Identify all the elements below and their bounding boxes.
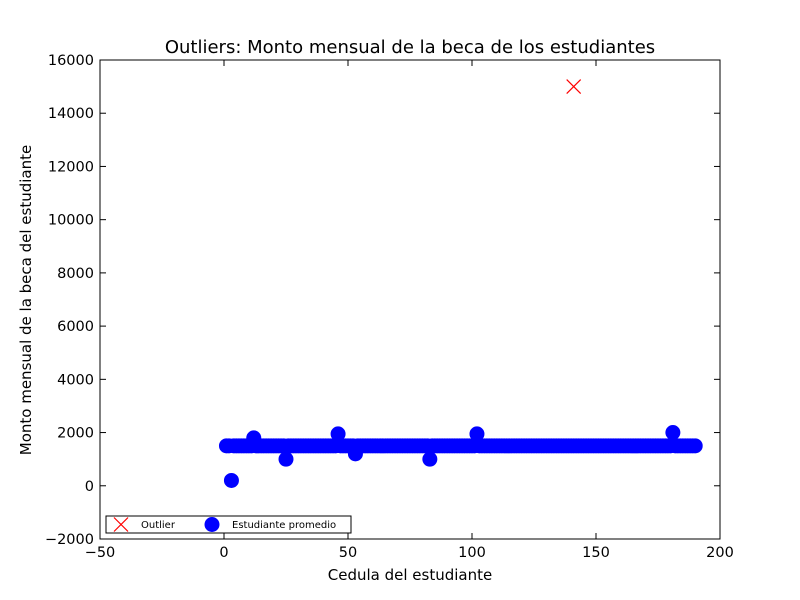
data-point-estudiante <box>687 438 703 454</box>
x-tick-label: 150 <box>582 545 610 561</box>
legend-box <box>105 515 352 534</box>
x-tick-label: −50 <box>85 545 116 561</box>
data-points <box>218 79 703 488</box>
plot-frame <box>99 59 721 540</box>
y-tick-label: 2000 <box>57 426 94 442</box>
chart-title: Outliers: Monto mensual de la beca de lo… <box>165 37 655 58</box>
y-tick-label: 4000 <box>57 372 94 388</box>
legend-outlier-label: Outlier <box>141 520 176 531</box>
legend-estudiante-marker <box>204 517 220 532</box>
x-tick-label: 200 <box>706 545 734 561</box>
data-point-estudiante <box>223 472 239 488</box>
x-axis-label: Cedula del estudiante <box>328 566 492 584</box>
y-tick-label: 8000 <box>57 266 94 282</box>
y-tick-label: 10000 <box>48 213 94 229</box>
data-point-estudiante <box>347 446 363 462</box>
y-tick-label: −2000 <box>45 532 94 548</box>
data-point-estudiante <box>469 426 485 442</box>
data-point-estudiante <box>330 426 346 442</box>
y-axis-label: Monto mensual de la beca del estudiante <box>17 145 35 455</box>
data-point-outlier <box>566 79 582 95</box>
legend-estudiante-label: Estudiante promedio <box>232 520 336 531</box>
y-tick-label: 0 <box>85 479 94 495</box>
y-tick-label: 6000 <box>57 319 94 335</box>
x-tick-label: 50 <box>339 545 357 561</box>
data-point-estudiante <box>278 451 294 467</box>
y-tick-label: 16000 <box>48 53 94 69</box>
y-tick-label: 12000 <box>48 159 94 175</box>
data-point-estudiante <box>665 425 681 441</box>
data-point-estudiante <box>422 451 438 467</box>
x-tick-label: 0 <box>219 545 228 561</box>
data-point-estudiante <box>246 430 262 446</box>
legend: Outlier Estudiante promedio <box>105 515 352 534</box>
axis-ticks: −50 0 50 100 150 200 −2000 0 2000 4000 6000 8000 100… <box>45 53 734 561</box>
legend-outlier-marker <box>113 517 129 532</box>
x-tick-label: 100 <box>458 545 486 561</box>
y-tick-label: 14000 <box>48 106 94 122</box>
